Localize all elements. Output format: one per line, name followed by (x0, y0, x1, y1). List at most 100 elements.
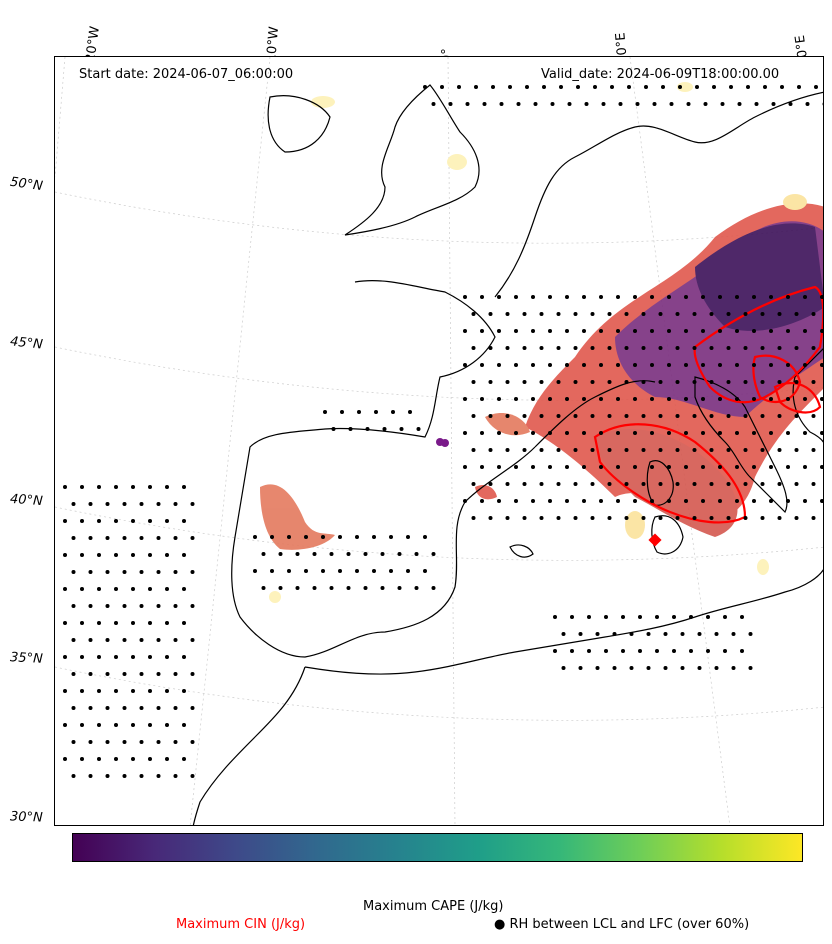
rh-dot (139, 706, 144, 710)
rh-dot (607, 346, 612, 350)
rh-dot (805, 102, 810, 106)
rh-dot (760, 482, 765, 486)
rh-dot (63, 757, 67, 761)
rh-dot (735, 363, 739, 367)
rh-dot (190, 672, 195, 676)
rh-dot (539, 380, 544, 384)
rh-dot (723, 649, 727, 653)
rh-dot (748, 666, 753, 670)
rh-dot (769, 465, 773, 469)
rh-dot (122, 774, 127, 778)
rh-dot (811, 482, 816, 486)
rh-dot (278, 552, 283, 556)
rh-dot (497, 363, 501, 367)
rh-dot (641, 516, 646, 520)
rh-dot (599, 363, 603, 367)
rh-dot (726, 346, 731, 350)
rh-dot (752, 329, 756, 333)
lat-label-45n: 45°N (9, 334, 44, 353)
rh-dot (746, 85, 750, 89)
rh-dot (743, 448, 748, 452)
valid-date-label: Valid_date: 2024-06-09T18:00:00.00 (541, 67, 780, 82)
rh-dot (641, 482, 646, 486)
rh-dot (505, 312, 510, 316)
rh-dot (156, 570, 161, 574)
rh-dot (471, 414, 476, 418)
rh-dot (431, 102, 436, 106)
rh-dot (709, 448, 714, 452)
rh-dot (786, 397, 790, 401)
rh-dot (148, 689, 152, 693)
rh-dot (714, 632, 719, 636)
rh-dot (731, 632, 736, 636)
rh-dot (701, 465, 705, 469)
rh-dot (148, 553, 152, 557)
rh-dot (533, 102, 538, 106)
rh-dot (114, 655, 118, 659)
rh-dot (97, 757, 101, 761)
rh-dot (743, 516, 748, 520)
rh-dot (190, 536, 195, 540)
rh-dot (156, 604, 161, 608)
rh-dot (803, 295, 807, 299)
rh-dot (760, 346, 765, 350)
rh-dot (165, 757, 169, 761)
rh-dot (638, 615, 642, 619)
rh-dot (321, 535, 325, 539)
rh-dot (539, 414, 544, 418)
rh-dot (650, 363, 654, 367)
rh-dot (786, 363, 790, 367)
rh-dot (173, 570, 178, 574)
cin-contours (593, 285, 823, 547)
rh-dot (497, 465, 501, 469)
rh-dot (114, 689, 118, 693)
rh-dot (80, 485, 84, 489)
rh-dot (122, 672, 127, 676)
rh-dot (565, 397, 569, 401)
rh-dot (471, 482, 476, 486)
rh-dot (414, 552, 419, 556)
rh-dot (97, 485, 101, 489)
rh-dot (820, 295, 823, 299)
rh-dot (641, 380, 646, 384)
rh-dot (584, 102, 589, 106)
rh-dot (80, 655, 84, 659)
rh-dot (190, 740, 195, 744)
map-panel[interactable] (54, 56, 824, 826)
rh-dot (624, 482, 629, 486)
rh-dot (754, 102, 759, 106)
rh-dot (701, 329, 705, 333)
rh-dot (565, 499, 569, 503)
rh-dot (391, 410, 395, 414)
rh-dot (570, 615, 574, 619)
rh-dot (165, 485, 169, 489)
rh-dot (769, 499, 773, 503)
rh-dot (440, 85, 444, 89)
rh-dot (63, 689, 67, 693)
rh-dot (627, 85, 631, 89)
rh-dot (624, 346, 629, 350)
rh-dot (777, 346, 782, 350)
rh-dot (811, 380, 816, 384)
rh-dot (253, 569, 257, 573)
rh-dot (122, 570, 127, 574)
rh-dot (701, 499, 705, 503)
rh-dot (675, 414, 680, 418)
rh-dot (508, 85, 512, 89)
rh-dot (752, 465, 756, 469)
rh-dot (131, 723, 135, 727)
rh-dot (182, 723, 186, 727)
rh-dot (760, 380, 765, 384)
rh-dot (122, 502, 127, 506)
rh-dot (287, 535, 291, 539)
rh-dot (463, 363, 467, 367)
rh-dot (448, 102, 453, 106)
rh-dot (261, 552, 266, 556)
rh-dot (582, 363, 586, 367)
rh-dot (794, 312, 799, 316)
rh-dot (355, 569, 359, 573)
rh-dot (675, 346, 680, 350)
rh-dot (633, 397, 637, 401)
rh-dot (156, 774, 161, 778)
rh-dot (173, 672, 178, 676)
